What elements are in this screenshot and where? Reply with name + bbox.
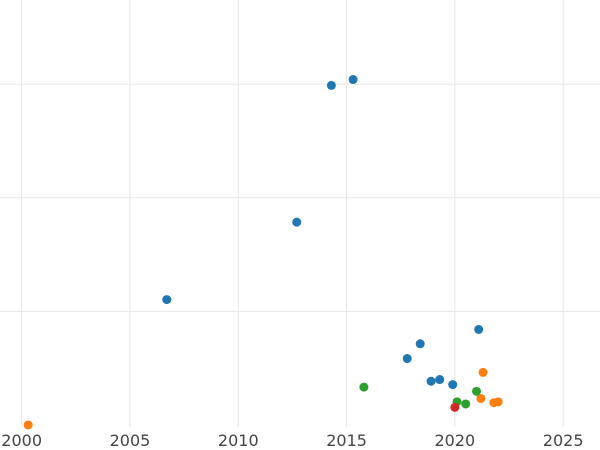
data-point-s2-3 xyxy=(461,399,471,409)
data-point-s0-7 xyxy=(435,375,445,385)
data-point-s1-0 xyxy=(23,420,33,430)
data-point-s2-0 xyxy=(359,382,369,392)
data-point-s2-1 xyxy=(472,386,482,396)
data-point-s0-0 xyxy=(326,80,336,90)
x-tick-label-2015: 2015 xyxy=(326,431,367,450)
data-points xyxy=(23,75,503,430)
grid-lines xyxy=(0,0,600,427)
data-point-s0-4 xyxy=(474,324,484,334)
data-point-s0-2 xyxy=(292,217,302,227)
data-point-s0-1 xyxy=(348,75,358,85)
data-point-s0-6 xyxy=(402,354,412,364)
data-point-s1-1 xyxy=(478,367,488,377)
data-point-s0-3 xyxy=(162,295,172,305)
data-point-s0-8 xyxy=(426,376,436,386)
data-point-s3-0 xyxy=(450,402,460,412)
x-tick-label-2000: 2000 xyxy=(1,431,42,450)
x-tick-label-2005: 2005 xyxy=(110,431,151,450)
x-tick-label-2010: 2010 xyxy=(218,431,259,450)
data-point-s0-5 xyxy=(415,339,425,349)
x-tick-label-2025: 2025 xyxy=(543,431,584,450)
data-point-s1-2 xyxy=(476,393,486,403)
x-tick-label-2020: 2020 xyxy=(435,431,476,450)
data-point-s1-4 xyxy=(493,397,503,407)
x-tick-labels: 2000 2005 2010 2015 2020 2025 xyxy=(1,431,583,450)
data-point-s0-9 xyxy=(448,380,458,390)
